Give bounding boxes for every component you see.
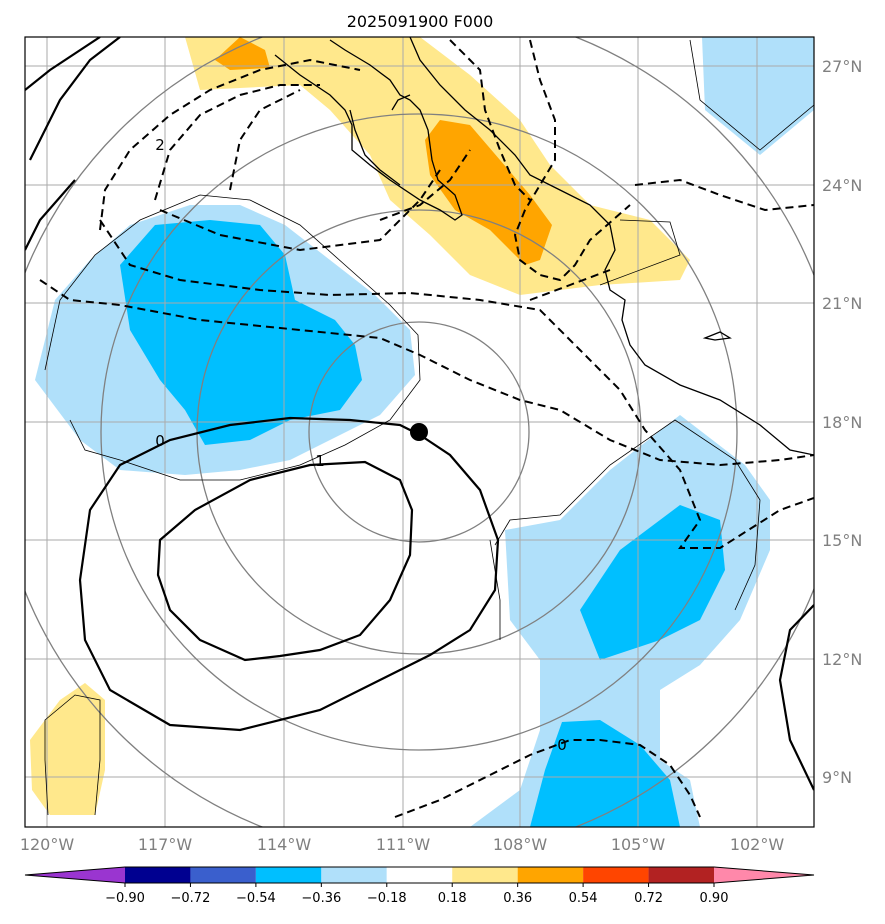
dashed-contours: [39, 39, 814, 818]
map-title: 2025091900 F000: [347, 12, 494, 31]
lon-label: 108°W: [493, 835, 548, 854]
range-rings: [25, 37, 814, 827]
colorbar-extend-min: [25, 867, 125, 883]
lat-label: 9°N: [822, 768, 852, 787]
colorbar-tick-label: 0.90: [700, 891, 729, 906]
contour-label-a: 2: [155, 136, 165, 154]
colorbar-tick-label: −0.36: [301, 891, 341, 906]
lon-label: 117°W: [138, 835, 193, 854]
lat-label: 21°N: [822, 294, 862, 313]
fill-blue-southeast: [580, 505, 725, 660]
lon-label: 102°W: [730, 835, 785, 854]
colorbar-tick-label: −0.54: [236, 891, 276, 906]
lat-label: 24°N: [822, 176, 862, 195]
contour-label-d: 0: [557, 736, 567, 754]
colorbar-swatch: [583, 867, 649, 883]
fill-yellow-southwest: [30, 683, 105, 815]
fill-blue-west: [120, 220, 362, 445]
contour-label-c: 1: [315, 452, 325, 470]
thin-contours: [44, 39, 814, 816]
contour-label-b: 0: [155, 432, 165, 450]
lat-label: 18°N: [822, 413, 862, 432]
colorbar-swatch: [321, 867, 387, 883]
lon-label: 120°W: [20, 835, 75, 854]
lat-label: 12°N: [822, 650, 862, 669]
colorbar-swatch: [255, 867, 322, 883]
coastline: [274, 37, 814, 456]
colorbar-tick-label: 0.18: [438, 891, 467, 906]
colorbar: −0.90 −0.72 −0.54 −0.36 −0.18 0.18 0.36 0.54 0.7…: [24, 866, 815, 906]
fill-orange-north: [215, 37, 270, 70]
colorbar-extend-max: [714, 867, 814, 883]
colorbar-swatch: [190, 867, 256, 883]
colorbar-tick-label: 0.72: [634, 891, 663, 906]
colorbar-swatch: [648, 867, 714, 883]
colorbar-swatch: [386, 867, 453, 883]
lon-label: 114°W: [257, 835, 312, 854]
colorbar-swatch: [517, 867, 584, 883]
lon-label: 111°W: [376, 835, 431, 854]
lat-label: 27°N: [822, 57, 862, 76]
storm-center-marker: [410, 423, 428, 441]
colorbar-swatch: [125, 867, 191, 883]
colorbar-tick-label: 0.54: [569, 891, 598, 906]
colorbar-tick-label: −0.18: [367, 891, 407, 906]
fill-light-blue-northeast: [702, 37, 814, 155]
longitude-labels: 120°W 117°W 114°W 111°W 108°W 105°W 102°…: [20, 835, 785, 854]
lat-label: 15°N: [822, 531, 862, 550]
fill-blue-south: [530, 720, 680, 827]
colorbar-tick-label: 0.36: [503, 891, 532, 906]
map-plot-area: 2 0 1 0: [25, 37, 814, 827]
latitude-labels: 27°N 24°N 21°N 18°N 15°N 12°N 9°N: [822, 57, 862, 787]
colorbar-tick-label: −0.72: [171, 891, 211, 906]
solid-contours: [25, 37, 814, 791]
plot-frame: [24, 36, 815, 828]
colorbar-swatch: [452, 867, 518, 883]
colorbar-tick-label: −0.90: [105, 891, 145, 906]
lon-label: 105°W: [611, 835, 666, 854]
